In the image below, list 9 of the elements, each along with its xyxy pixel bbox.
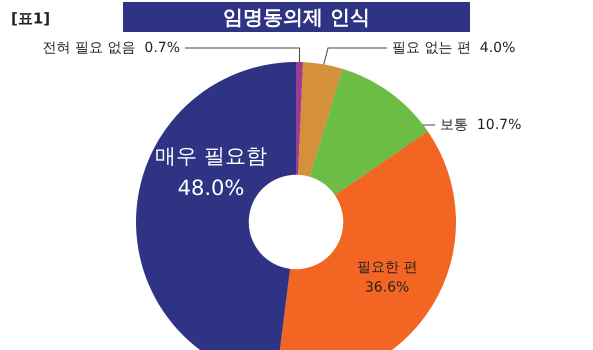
slice-label: 매우 필요함	[155, 144, 267, 168]
slice-label: 필요한 편	[356, 259, 418, 276]
text: [표1]	[11, 10, 50, 28]
data-label: 48.0%	[178, 176, 244, 200]
slice-label: 전혀 필요 없음 0.7%	[42, 40, 180, 56]
slice-label: 보통 10.7%	[440, 117, 522, 133]
data-label: 36.6%	[364, 279, 410, 296]
slice-label: 필요 없는 편 4.0%	[392, 40, 516, 56]
chart-title: 임명동의제 인식	[223, 5, 370, 29]
